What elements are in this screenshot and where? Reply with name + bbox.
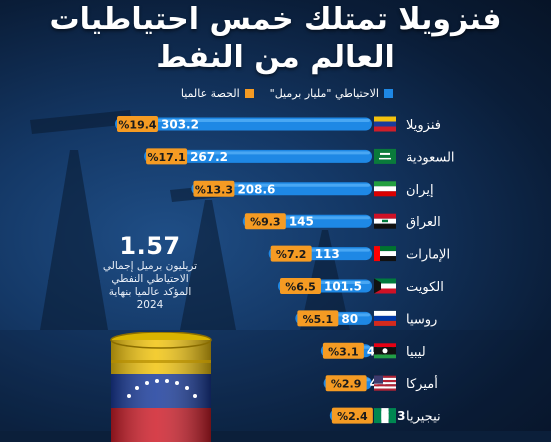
share-badge	[244, 213, 286, 230]
title-line-2: العالم من النفط	[156, 40, 395, 75]
share-badge	[322, 342, 364, 359]
share-badge	[279, 278, 321, 294]
kuwait-flag-icon	[374, 278, 396, 294]
bar-value-label: 303.2	[161, 118, 199, 132]
country-label: أميركا	[406, 375, 438, 392]
country-label: العراق	[406, 215, 441, 230]
country-label: روسيا	[406, 312, 437, 327]
country-label: ليبيا	[406, 345, 426, 360]
legend-label-reserves: الاحتياطي "مليار برميل"	[269, 87, 379, 100]
country-label: الإمارات	[406, 248, 450, 263]
libya-flag-icon	[374, 343, 396, 359]
share-label: %13.3	[195, 183, 233, 196]
share-label: %6.5	[285, 281, 316, 294]
title-line-1: فنزويلا تمتلك خمس احتياطيات	[49, 2, 502, 37]
bar-value-label: 101.5	[324, 280, 362, 294]
usa-flag-icon	[374, 375, 396, 391]
country-label: إيران	[406, 183, 434, 198]
country-label: الكويت	[406, 280, 444, 295]
share-badge	[325, 375, 367, 392]
legend-swatch-blue	[384, 89, 393, 98]
country-label: فنزويلا	[406, 118, 441, 133]
total-value: 1.57	[119, 232, 181, 260]
share-badge	[331, 407, 373, 424]
share-badge	[193, 180, 235, 197]
bar-highlight	[146, 151, 370, 155]
country-label: نيجيريا	[406, 410, 441, 425]
bar-value-label: 208.6	[237, 182, 275, 196]
share-badge	[270, 245, 312, 262]
legend-item-share: الحصة عالميا	[181, 87, 254, 100]
bar-value-label: 145	[289, 215, 314, 229]
legend: الاحتياطي "مليار برميل" الحصة عالميا	[181, 87, 393, 100]
share-badge	[146, 148, 188, 165]
bar-value-label: 267.2	[190, 150, 228, 164]
bar-value-label: 80	[341, 312, 358, 326]
share-badge	[117, 116, 158, 132]
venezuela-flag-icon	[374, 116, 396, 132]
share-label: %7.2	[276, 248, 307, 261]
venezuela-flag-barrel-icon	[110, 332, 212, 442]
bar-highlight	[193, 183, 370, 187]
legend-swatch-orange	[244, 89, 254, 98]
legend-item-reserves: الاحتياطي "مليار برميل"	[270, 87, 393, 100]
country-label: السعودية	[406, 150, 455, 165]
share-label: %9.3	[250, 216, 281, 229]
share-badge	[297, 310, 339, 327]
iran-flag-icon	[374, 181, 396, 197]
total-reserves-callout: 1.57 تريليون برميل إجمالي الاحتياطي النف…	[90, 232, 210, 312]
share-label: %2.4	[337, 410, 368, 423]
saudi-arabia-flag-icon	[374, 148, 396, 164]
share-label: %19.4	[118, 119, 157, 132]
share-label: %17.1	[148, 151, 186, 164]
legend-label-share: الحصة عالميا	[180, 87, 240, 100]
reserves-bar-chart: 303.2 %19.4 فنزويلا 267.2 %17.1 السعودية 208.6…	[115, 116, 455, 425]
bar-value-label: 113	[315, 247, 340, 261]
share-label: %3.1	[328, 345, 359, 358]
uae-flag-icon	[374, 246, 396, 262]
russia-flag-icon	[374, 310, 396, 326]
share-label: %2.9	[331, 378, 362, 391]
nigeria-flag-icon	[374, 408, 396, 424]
iraq-flag-icon	[374, 213, 396, 229]
bar-highlight	[117, 119, 370, 122]
share-label: %5.1	[303, 313, 334, 326]
total-description: تريليون برميل إجمالي الاحتياطي النفطي ال…	[102, 260, 198, 311]
